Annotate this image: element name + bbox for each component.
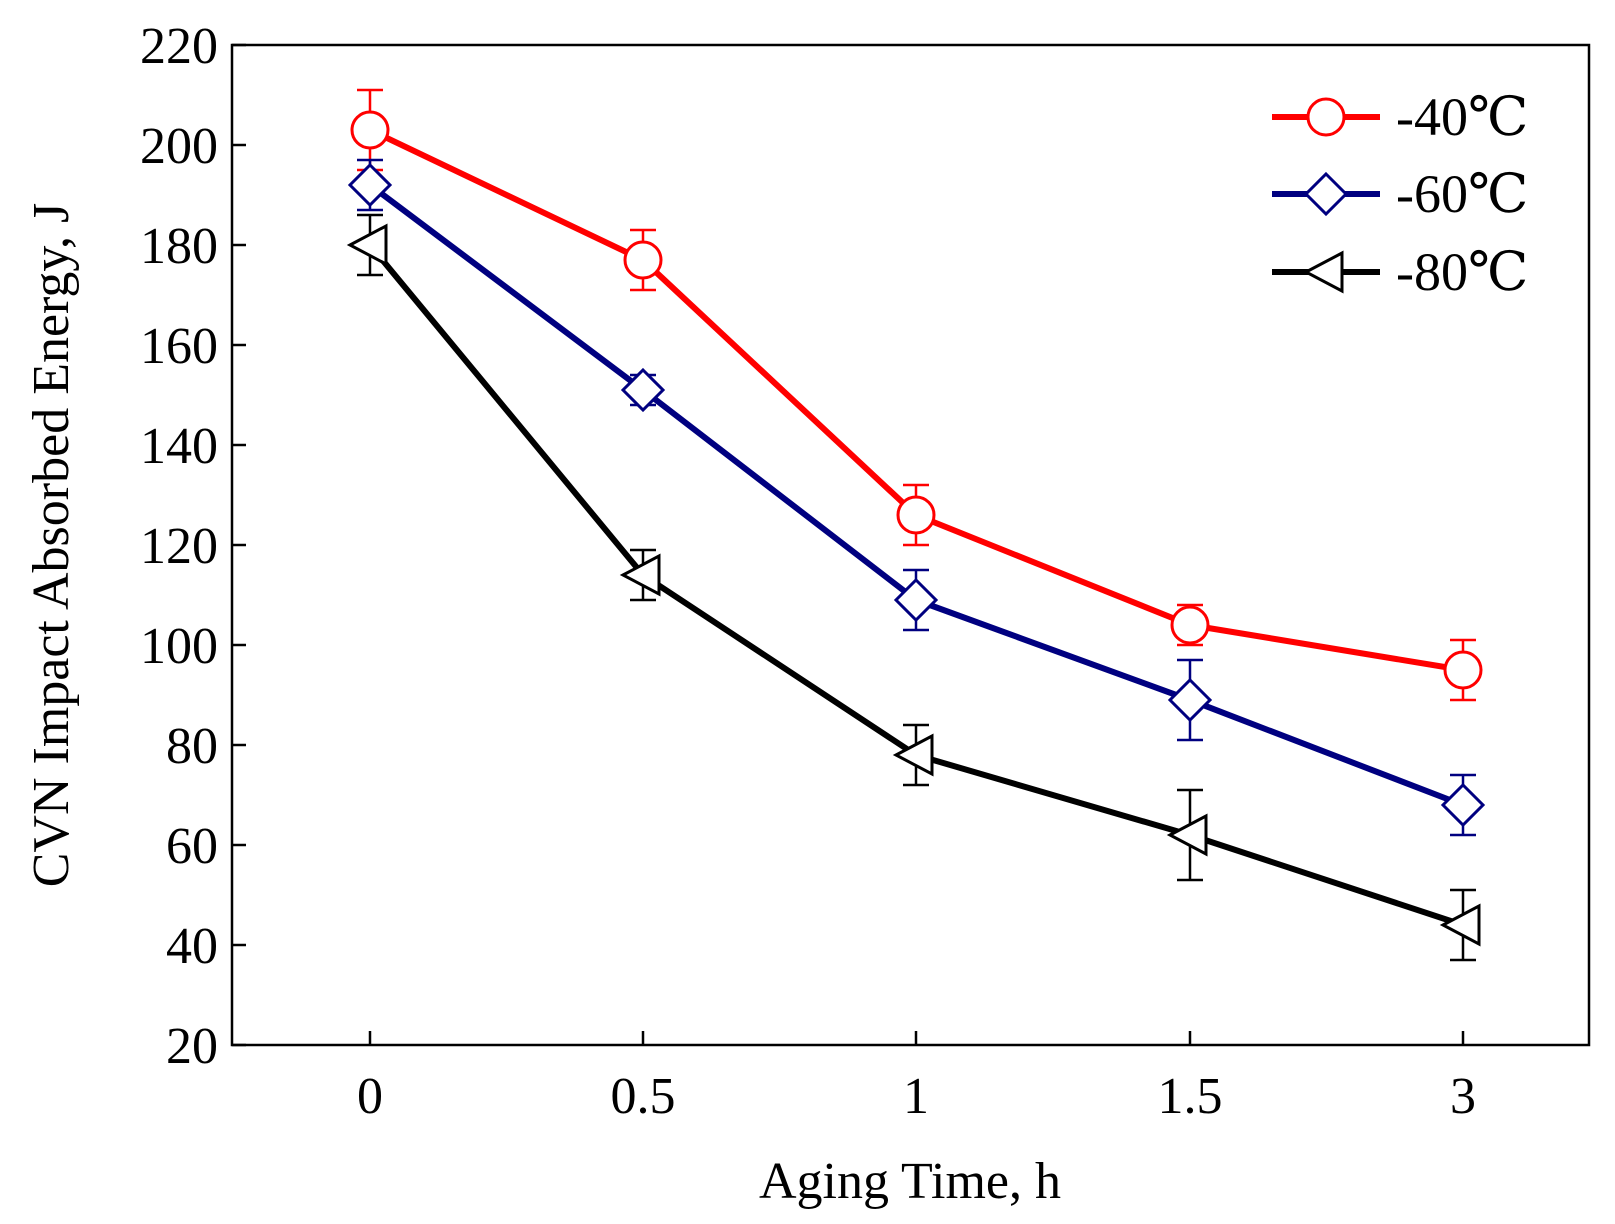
x-tick-label: 1.5 [1158,1068,1223,1125]
y-tick-label: 140 [140,418,218,475]
y-tick-label: 100 [140,618,218,675]
data-point [346,223,388,267]
y-tick-label: 200 [140,118,218,175]
x-axis-title: Aging Time, h [759,1153,1061,1210]
y-axis-title: CVN Impact Absorbed Energy, J [23,203,80,888]
legend-label: -80℃ [1396,242,1528,302]
data-point [892,733,934,777]
legend-entry-1: -40℃ [1272,87,1528,147]
series-2 [347,158,1486,837]
data-point [1167,677,1213,723]
legend-entry-2: -60℃ [1272,164,1528,224]
y-tick-label: 80 [166,718,218,775]
data-point [619,553,661,597]
y-tick-label: 120 [140,518,218,575]
x-axis: 0 0.5 1 1.5 3 [357,1031,1476,1125]
y-tick-label: 40 [166,918,218,975]
legend: -40℃ -60℃ -80℃ [1272,87,1528,302]
data-point [893,577,939,623]
x-tick-label: 1 [903,1068,929,1125]
legend-marker [1302,250,1344,294]
x-tick-label: 0.5 [611,1068,676,1125]
legend-marker [1306,97,1346,137]
series-1 [350,88,1483,702]
y-tick-label: 220 [140,18,218,75]
legend-entry-3: -80℃ [1272,242,1528,302]
y-tick-label: 160 [140,318,218,375]
data-point [1170,605,1210,645]
series-3 [346,213,1481,962]
data-point [1443,650,1483,690]
y-axis: 20 40 60 80 100 120 140 160 180 200 220 [140,18,246,1075]
data-point [896,495,936,535]
x-tick-label: 3 [1450,1068,1476,1125]
legend-label: -40℃ [1396,87,1528,147]
data-point [620,367,666,413]
data-point [623,240,663,280]
legend-label: -60℃ [1396,164,1528,224]
x-tick-label: 0 [357,1068,383,1125]
data-point [350,110,390,150]
data-point [347,162,393,208]
legend-marker [1303,171,1349,217]
data-point [1440,782,1486,828]
data-point [1439,903,1481,947]
y-tick-label: 60 [166,818,218,875]
y-tick-label: 180 [140,218,218,275]
y-tick-label: 20 [166,1018,218,1075]
data-point [1166,813,1208,857]
series-layer [346,88,1486,962]
